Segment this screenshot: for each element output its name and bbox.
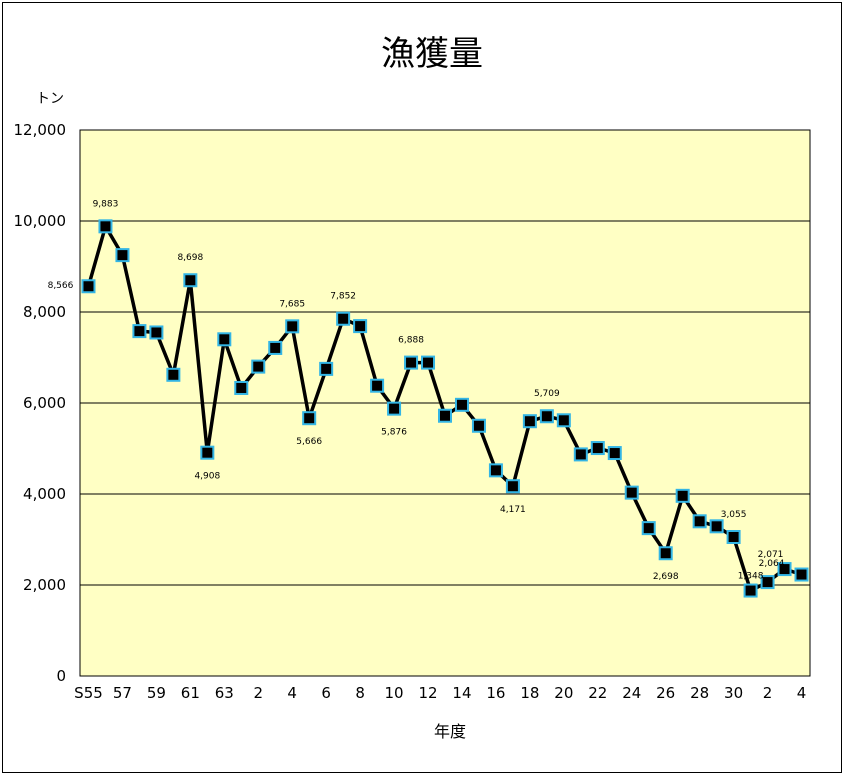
- data-point: [183, 273, 198, 288]
- data-point: [370, 378, 385, 393]
- data-point: [794, 567, 809, 582]
- data-label: 6,888: [398, 336, 424, 346]
- data-point: [573, 447, 588, 462]
- data-point: [115, 248, 130, 263]
- y-unit-label: トン: [36, 91, 64, 107]
- data-point: [251, 359, 266, 374]
- data-point: [743, 583, 758, 598]
- data-point: [760, 575, 775, 590]
- x-axis-label: 年度: [434, 722, 466, 741]
- x-tick-label: 61: [181, 684, 200, 702]
- x-axis-ticks: S55 57 59 61 63 2 4 6 8 10 12 14 16 18 20 22 24 26 28 30 2 4: [74, 684, 806, 702]
- data-point: [200, 445, 215, 460]
- y-tick-label: 4,000: [23, 485, 66, 503]
- data-point: [709, 519, 724, 534]
- data-label: 7,852: [330, 292, 356, 302]
- data-point: [488, 463, 503, 478]
- data-point: [217, 332, 232, 347]
- data-label: 4,171: [500, 505, 526, 515]
- data-point: [522, 414, 537, 429]
- data-point: [302, 411, 317, 426]
- data-label: 2,698: [653, 572, 679, 582]
- y-tick-label: 10,000: [14, 212, 67, 230]
- x-tick-label: 2: [253, 684, 263, 702]
- x-tick-label: 4: [287, 684, 297, 702]
- data-point: [556, 413, 571, 428]
- data-point: [624, 485, 639, 500]
- data-label: 9,883: [93, 199, 119, 209]
- data-label: 4,908: [194, 472, 220, 482]
- x-tick-label: 26: [656, 684, 675, 702]
- data-point: [387, 401, 402, 416]
- data-point: [641, 521, 656, 536]
- data-label: 7,685: [279, 299, 305, 309]
- x-tick-label: 6: [321, 684, 331, 702]
- x-tick-label: 8: [355, 684, 365, 702]
- data-point: [421, 355, 436, 370]
- data-label: 2,071: [758, 550, 784, 560]
- data-point: [319, 361, 334, 376]
- x-tick-label: 12: [418, 684, 437, 702]
- y-tick-label: 12,000: [14, 121, 67, 139]
- data-point: [404, 355, 419, 370]
- data-point: [438, 408, 452, 423]
- x-tick-label: 16: [486, 684, 505, 702]
- data-point: [607, 446, 622, 461]
- data-point: [539, 409, 554, 424]
- data-point: [471, 418, 486, 433]
- x-tick-label: 30: [724, 684, 743, 702]
- data-point: [268, 340, 283, 355]
- x-tick-label: 28: [690, 684, 709, 702]
- data-label: 5,876: [381, 428, 407, 438]
- x-tick-label: 57: [113, 684, 132, 702]
- series-catch: [81, 219, 809, 598]
- line-chart: 漁獲量 トン 0 2,000 4,000 6,000 8,000 10,000 12,000…: [14, 34, 811, 741]
- x-tick-label: 10: [385, 684, 404, 702]
- x-tick-label: 14: [452, 684, 471, 702]
- data-point: [675, 488, 690, 503]
- data-point: [777, 562, 792, 577]
- data-point: [726, 529, 741, 544]
- data-label: 3,055: [721, 510, 747, 520]
- y-tick-label: 0: [56, 667, 66, 685]
- y-tick-label: 2,000: [23, 576, 66, 594]
- data-point: [336, 311, 351, 326]
- data-point: [285, 319, 300, 334]
- data-point: [505, 479, 520, 494]
- x-tick-label: 24: [622, 684, 641, 702]
- data-labels: 8,566 9,883 8,698 4,908 7,685 5,666 7,852 5,876…: [48, 199, 785, 582]
- data-label: 8,698: [177, 253, 203, 263]
- x-tick-label: 4: [797, 684, 807, 702]
- x-tick-label: 2: [763, 684, 773, 702]
- data-label: 5,666: [296, 437, 322, 447]
- data-label: 8,566: [48, 281, 74, 291]
- x-tick-label: 18: [520, 684, 539, 702]
- data-label: 2,064: [759, 559, 785, 569]
- data-point: [658, 546, 673, 561]
- x-tick-label: 59: [147, 684, 166, 702]
- data-label: 5,709: [534, 389, 560, 399]
- y-axis-ticks: 0 2,000 4,000 6,000 8,000 10,000 12,000: [14, 121, 67, 685]
- data-point: [590, 441, 605, 456]
- y-tick-label: 8,000: [23, 303, 66, 321]
- data-point: [149, 325, 164, 340]
- data-point: [353, 319, 368, 334]
- data-point: [454, 397, 469, 412]
- data-point: [692, 514, 707, 529]
- x-tick-label: S55: [74, 684, 103, 702]
- x-tick-label: 22: [588, 684, 607, 702]
- x-tick-label: 63: [215, 684, 234, 702]
- data-label: 1,348: [738, 572, 764, 582]
- y-tick-label: 6,000: [23, 394, 66, 412]
- data-point: [234, 380, 249, 395]
- data-point: [81, 279, 96, 294]
- data-point: [166, 367, 181, 382]
- chart-title: 漁獲量: [381, 34, 483, 74]
- data-point: [98, 219, 113, 234]
- x-tick-label: 20: [554, 684, 573, 702]
- data-point: [132, 324, 147, 339]
